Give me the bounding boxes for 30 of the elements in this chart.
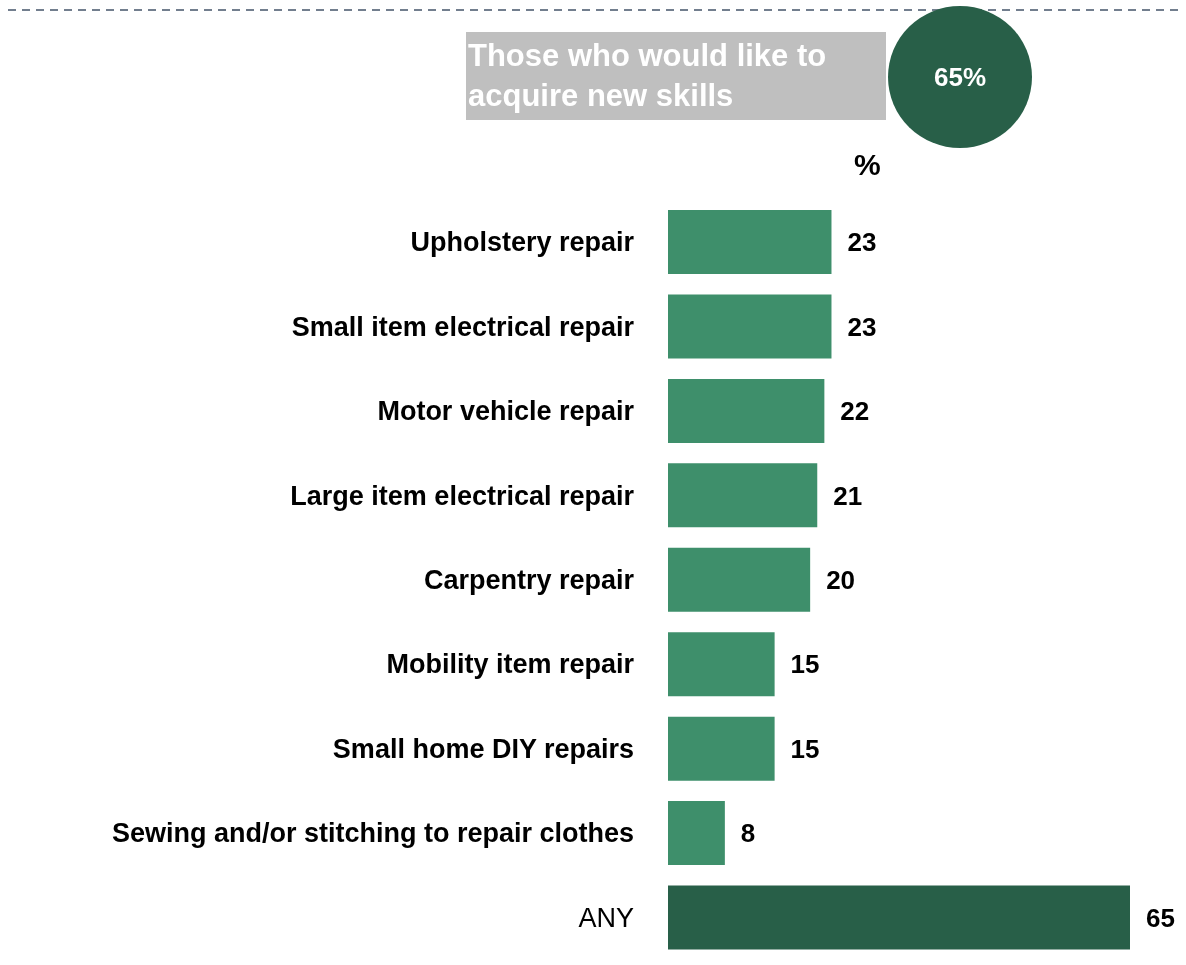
bar [668,885,1130,950]
data-label: 21 [833,480,863,511]
data-label: 22 [840,396,870,427]
data-label: 15 [790,649,820,680]
data-label: 65 [1146,902,1175,933]
y-tick-label: Motor vehicle repair [377,396,635,427]
y-tick-label: Mobility item repair [386,649,635,680]
y-tick-label: Carpentry repair [423,565,635,595]
x-axis-title: % [854,148,881,182]
bar [668,294,832,359]
bar [668,716,775,781]
y-tick-label: Small item electrical repair [291,311,635,342]
y-tick-label: Upholstery repair [410,227,635,258]
bar [668,547,811,612]
y-tick-label: Sewing and/or stitching to repair clothes [111,818,634,849]
data-label: 23 [847,227,877,258]
data-label: 23 [847,311,877,342]
bar [668,801,725,866]
bar [668,378,825,443]
bar [668,632,775,697]
bar [668,463,818,528]
y-tick-label: Small home DIY repairs [332,733,634,764]
data-label: 15 [790,733,820,764]
y-tick-label: Large item electrical repair [290,480,635,511]
data-label: 8 [740,818,756,849]
text: 65% [888,6,1032,148]
data-label: 20 [826,565,856,596]
y-tick-label: ANY [578,902,634,933]
chart-title: Those who would like to acquire new skills [466,32,886,120]
bar [668,210,832,274]
